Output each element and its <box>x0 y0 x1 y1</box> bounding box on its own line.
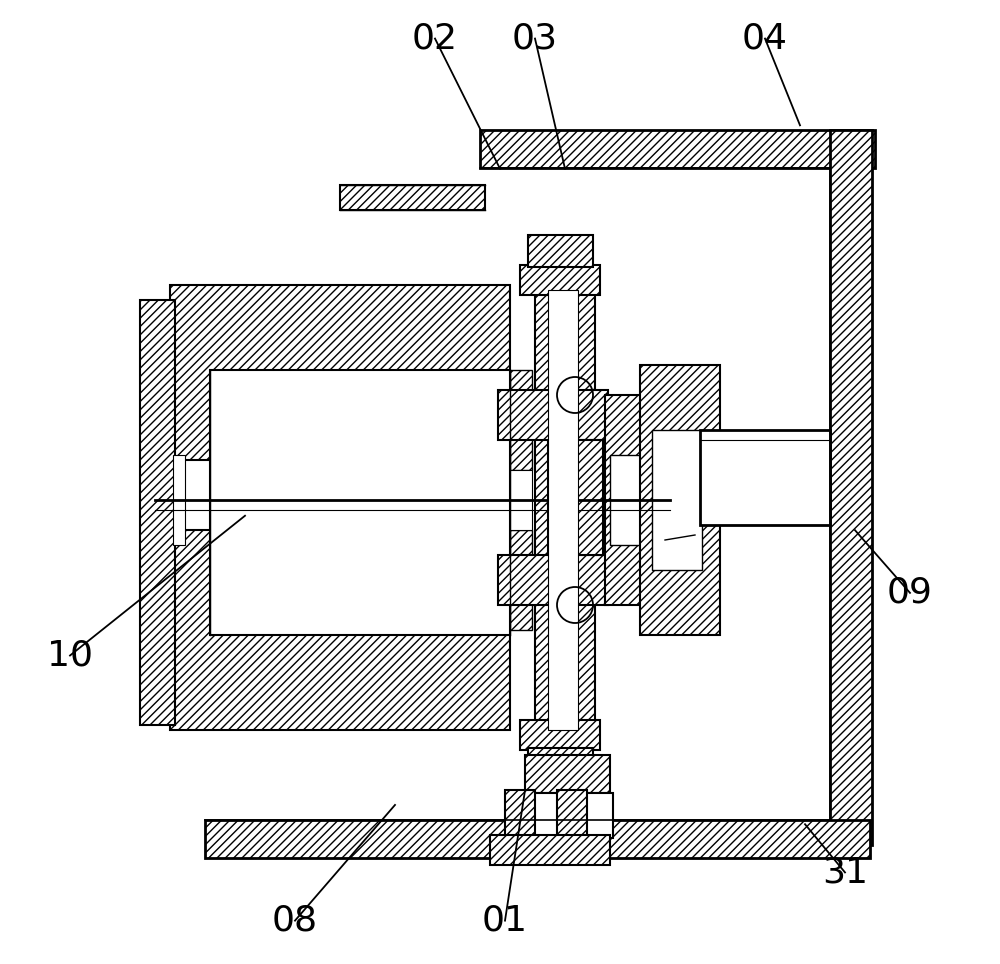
Bar <box>525 755 610 793</box>
Bar <box>480 130 875 168</box>
Bar <box>830 130 872 845</box>
Bar <box>652 430 702 570</box>
Bar <box>528 748 593 778</box>
Bar <box>528 235 593 267</box>
Bar <box>700 430 830 525</box>
Bar <box>515 793 613 838</box>
Text: 08: 08 <box>272 903 318 938</box>
Bar <box>205 820 870 858</box>
Text: 10: 10 <box>47 638 93 673</box>
Bar <box>498 555 608 605</box>
Bar <box>173 455 185 545</box>
Bar <box>505 790 535 838</box>
Bar <box>170 530 510 730</box>
Bar <box>548 440 603 555</box>
Bar <box>490 835 610 865</box>
Text: 02: 02 <box>412 21 458 56</box>
Bar <box>340 185 485 210</box>
Text: 31: 31 <box>822 855 868 890</box>
Text: 09: 09 <box>887 576 933 610</box>
Bar <box>210 370 510 635</box>
Bar <box>557 790 587 838</box>
Bar <box>640 365 720 635</box>
Bar <box>610 455 640 545</box>
Bar <box>535 290 595 730</box>
Bar <box>520 720 600 750</box>
Bar <box>140 300 175 725</box>
Text: 01: 01 <box>482 903 528 938</box>
Bar <box>548 290 578 730</box>
Text: 03: 03 <box>512 21 558 56</box>
Text: 04: 04 <box>742 21 788 56</box>
Bar <box>510 370 532 470</box>
Bar <box>510 470 532 530</box>
Bar <box>170 285 510 460</box>
Bar <box>520 265 600 295</box>
Bar <box>498 390 608 440</box>
Bar <box>605 395 660 605</box>
Bar <box>510 530 532 630</box>
